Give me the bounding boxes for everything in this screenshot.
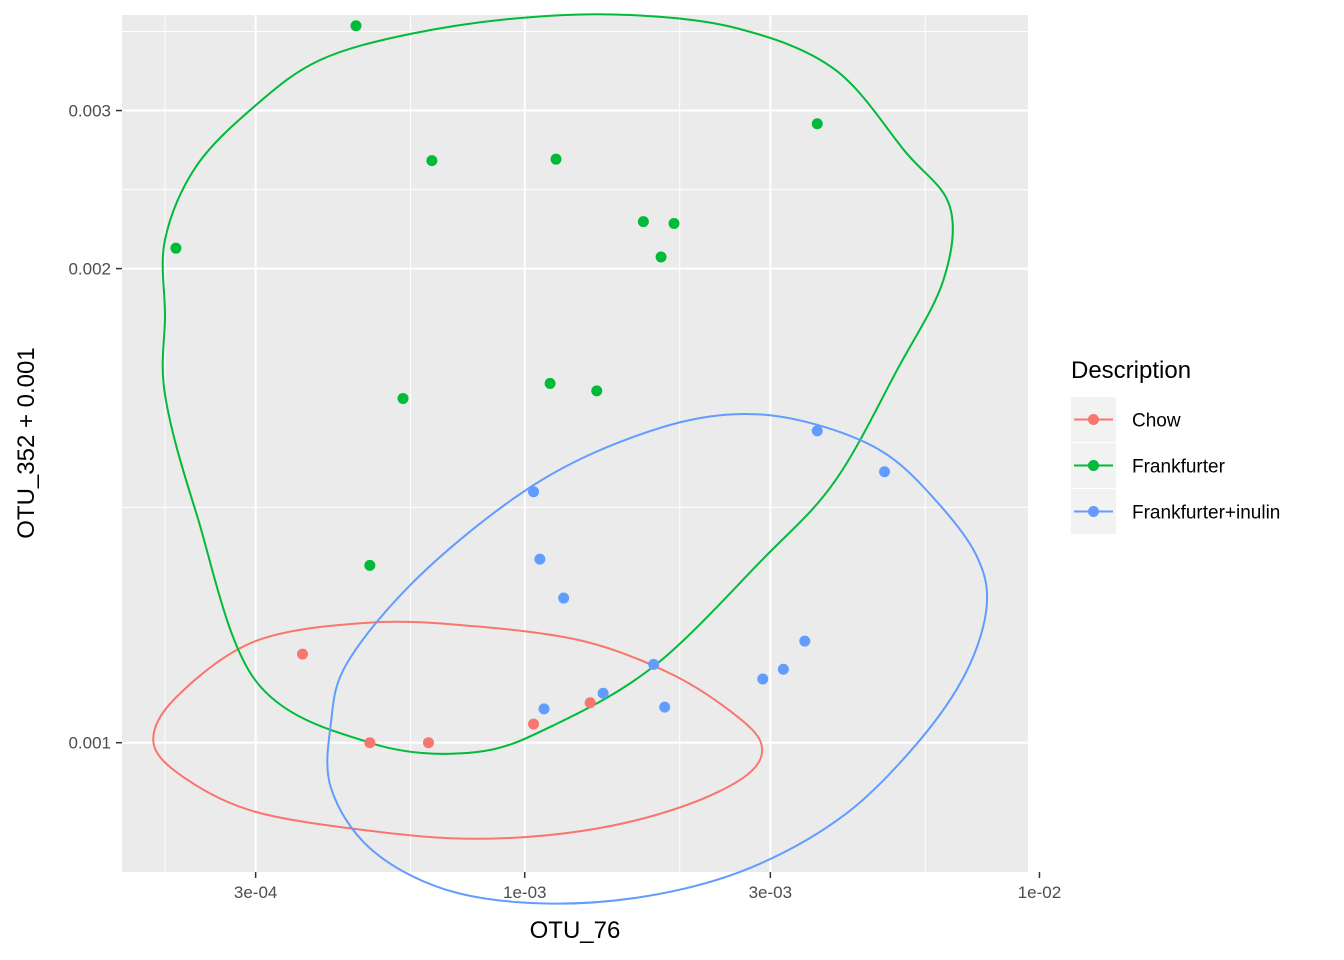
- point-frankfurter-inulin: [777, 663, 789, 675]
- point-frankfurter-inulin: [799, 635, 811, 647]
- x-tick-label: 3e-03: [749, 883, 792, 902]
- point-frankfurter: [637, 216, 649, 228]
- point-frankfurter: [811, 118, 823, 130]
- grid-minor: [122, 15, 1028, 872]
- panel-background: [122, 15, 1028, 872]
- ellipse-chow: [152, 620, 764, 840]
- legend-key-frankfurter: [1071, 443, 1116, 488]
- point-frankfurter: [591, 385, 603, 397]
- legend-title: Description: [1071, 357, 1191, 384]
- point-frankfurter: [350, 20, 362, 32]
- grid-major: [122, 15, 1041, 872]
- legend-key-point: [1088, 414, 1099, 425]
- legend-label-frankfurter: Frankfurter: [1132, 457, 1226, 478]
- point-frankfurter: [550, 153, 562, 165]
- point-chow: [297, 648, 309, 660]
- point-frankfurter: [655, 251, 667, 263]
- point-frankfurter-inulin: [597, 687, 609, 699]
- x-tick-label: 1e-02: [1018, 883, 1061, 902]
- legend-key-point: [1088, 506, 1099, 517]
- point-frankfurter: [426, 155, 438, 167]
- points: [170, 20, 891, 749]
- point-frankfurter-inulin: [534, 553, 546, 565]
- point-frankfurter: [397, 392, 409, 404]
- legend-key-point: [1088, 460, 1099, 471]
- point-frankfurter-inulin: [538, 703, 550, 715]
- point-chow: [528, 718, 540, 730]
- point-frankfurter: [364, 559, 376, 571]
- x-axis: 3e-04 1e-03 3e-03 1e-02: [234, 872, 1061, 902]
- y-tick-label: 0.002: [68, 260, 111, 279]
- y-axis-title: OTU_352 + 0.001: [13, 347, 40, 538]
- point-frankfurter-inulin: [558, 592, 570, 604]
- x-tick-label: 3e-04: [234, 883, 277, 902]
- legend-key-chow: [1071, 397, 1116, 442]
- legend-label-chow: Chow: [1132, 411, 1181, 432]
- x-axis-title: OTU_76: [530, 917, 621, 944]
- y-axis: 0.001 0.002 0.003: [68, 102, 122, 753]
- point-frankfurter: [668, 218, 680, 230]
- point-chow: [422, 737, 434, 749]
- point-frankfurter-inulin: [757, 673, 769, 685]
- ellipse-frankfurter: [161, 13, 954, 755]
- legend-key-frankfurter-inulin: [1071, 489, 1116, 534]
- legend-label-frankfurter-inulin: Frankfurter+inulin: [1132, 503, 1280, 524]
- y-tick-label: 0.001: [68, 734, 111, 753]
- point-chow: [584, 697, 596, 709]
- point-frankfurter: [544, 377, 556, 389]
- ellipses: [152, 13, 989, 905]
- x-tick-label: 1e-03: [503, 883, 546, 902]
- point-frankfurter-inulin: [879, 466, 891, 478]
- point-frankfurter-inulin: [811, 425, 823, 437]
- ellipse-frankfurter-inulin: [326, 413, 989, 905]
- point-frankfurter: [170, 242, 182, 254]
- point-frankfurter-inulin: [528, 486, 540, 498]
- point-frankfurter-inulin: [659, 701, 671, 713]
- point-chow: [364, 737, 376, 749]
- legend: Description Chow Frankfurter Frankfurter+i…: [1071, 357, 1280, 534]
- y-tick-label: 0.003: [68, 102, 111, 121]
- point-frankfurter-inulin: [648, 658, 660, 670]
